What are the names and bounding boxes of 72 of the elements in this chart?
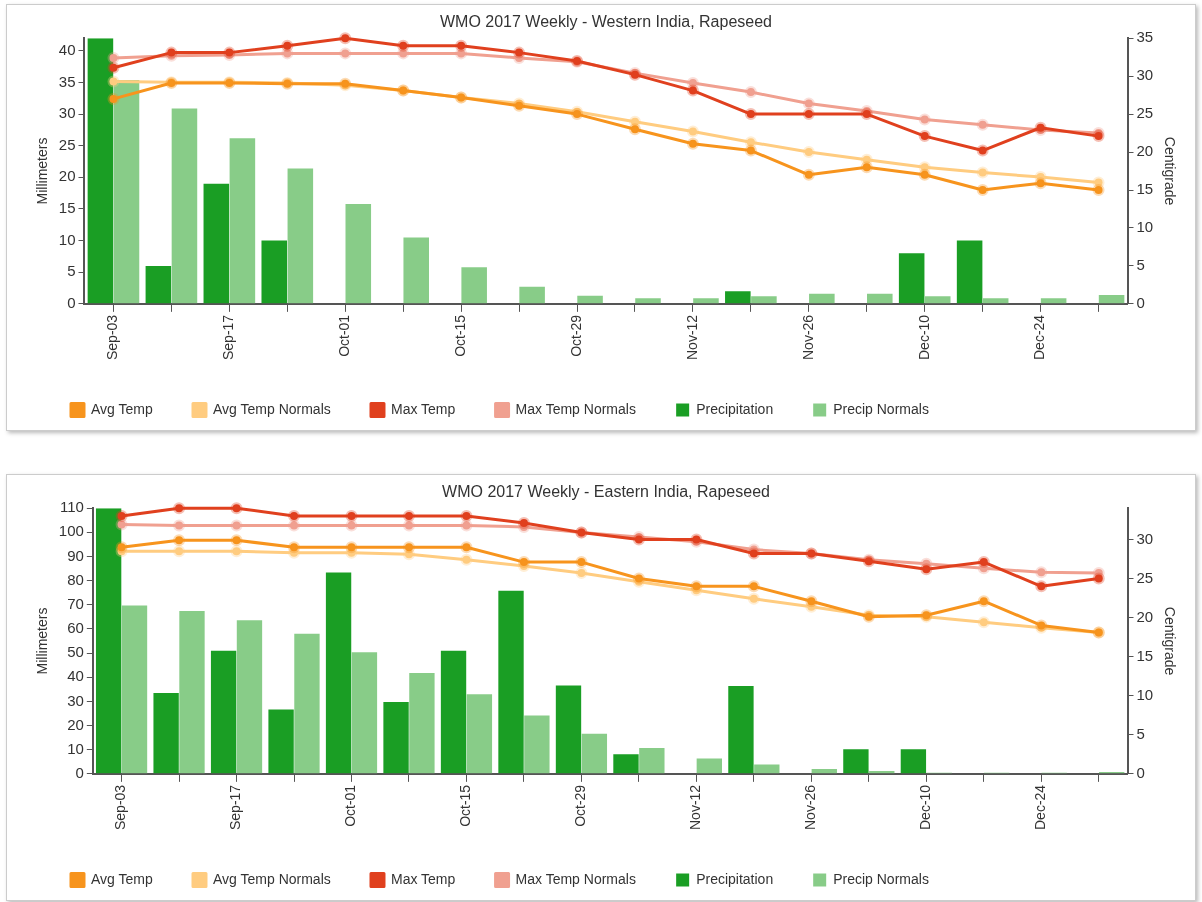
x-tick-label: Dec-10: [917, 784, 934, 830]
legend-label: Max Temp Normals: [515, 870, 636, 887]
chart-title: WMO 2017 Weekly - Eastern India, Rapeseed: [442, 483, 770, 501]
x-tick-label: Sep-17: [227, 784, 244, 831]
y-tick-label: 80: [67, 570, 84, 588]
x-tick-label: Sep-17: [220, 314, 237, 361]
y2-tick-label: 5: [1136, 724, 1145, 742]
y2-tick-label: 5: [1136, 256, 1145, 274]
x-tick-label: Dec-10: [915, 314, 932, 360]
x-tick-label: Nov-12: [683, 314, 700, 360]
legend-label: Max Temp: [391, 870, 456, 887]
x-tick-label: Oct-29: [572, 784, 589, 827]
legend-label: Precip Normals: [833, 870, 929, 887]
x-tick-label: Oct-15: [451, 314, 468, 357]
y2-tick-label: 30: [1136, 529, 1154, 547]
x-tick-label: Dec-24: [1032, 784, 1049, 830]
y-axis-title: Millimeters: [34, 607, 51, 675]
y-tick-label: 60: [67, 619, 84, 637]
x-tick-label: Oct-01: [342, 784, 359, 827]
y-tick-label: 10: [67, 739, 84, 757]
x-tick-label: Sep-03: [104, 314, 121, 361]
y-tick-label: 20: [67, 715, 84, 733]
y-tick-label: 35: [58, 72, 76, 90]
y2-tick-label: 30: [1136, 66, 1154, 84]
x-tick-label: Oct-29: [567, 314, 584, 357]
y-tick-label: 40: [58, 40, 76, 58]
y-tick-label: 50: [67, 643, 84, 661]
y-tick-label: 20: [58, 167, 76, 185]
legend-label: Avg Temp Normals: [213, 400, 331, 417]
y2-tick-label: 20: [1136, 142, 1154, 160]
x-tick-label: Oct-01: [336, 314, 353, 357]
y2-tick-label: 0: [1136, 294, 1145, 311]
x-tick-label: Sep-03: [112, 784, 129, 831]
y-tick-label: 70: [67, 594, 84, 612]
y2-tick-label: 0: [1136, 764, 1145, 781]
y2-tick-label: 15: [1136, 646, 1154, 664]
y-tick-label: 30: [58, 104, 76, 122]
y-tick-label: 110: [59, 498, 84, 516]
y-tick-label: 15: [58, 199, 76, 217]
y-tick-label: 0: [67, 294, 76, 311]
y-tick-label: 40: [67, 667, 84, 685]
y2-tick-label: 10: [1136, 218, 1154, 236]
legend-label: Avg Temp: [91, 870, 153, 887]
y2-tick-label: 35: [1136, 28, 1154, 46]
y-tick-label: 10: [58, 230, 76, 248]
y2-tick-label: 25: [1136, 104, 1154, 122]
x-tick-label: Nov-12: [687, 784, 704, 830]
legend-label: Max Temp Normals: [515, 400, 636, 417]
y2-tick-label: 25: [1136, 568, 1154, 586]
y-tick-label: 0: [75, 764, 84, 781]
x-tick-label: Nov-26: [802, 784, 819, 830]
chart-title: WMO 2017 Weekly - Western India, Rapeseed: [440, 13, 772, 31]
y-tick-label: 90: [67, 546, 84, 564]
y2-tick-label: 15: [1136, 180, 1154, 198]
y-tick-label: 5: [67, 262, 76, 280]
legend-label: Max Temp: [391, 400, 456, 417]
y-tick-label: 100: [58, 522, 84, 540]
legend-label: Avg Temp Normals: [213, 870, 331, 887]
legend-label: Precipitation: [696, 870, 774, 887]
y2-tick-label: 10: [1136, 685, 1154, 703]
y-axis-title: Millimeters: [34, 137, 51, 205]
x-tick-label: Oct-15: [457, 784, 474, 827]
y-tick-label: 25: [58, 135, 76, 153]
legend-label: Precipitation: [696, 400, 774, 417]
x-tick-label: Dec-24: [1031, 314, 1048, 360]
legend-label: Precip Normals: [833, 400, 929, 417]
x-tick-label: Nov-26: [799, 314, 816, 360]
y2-axis-title: Centigrade: [1161, 136, 1178, 206]
y2-tick-label: 20: [1136, 607, 1154, 625]
y-tick-label: 30: [67, 691, 84, 709]
y2-axis-title: Centigrade: [1161, 606, 1178, 676]
legend-label: Avg Temp: [91, 400, 153, 417]
